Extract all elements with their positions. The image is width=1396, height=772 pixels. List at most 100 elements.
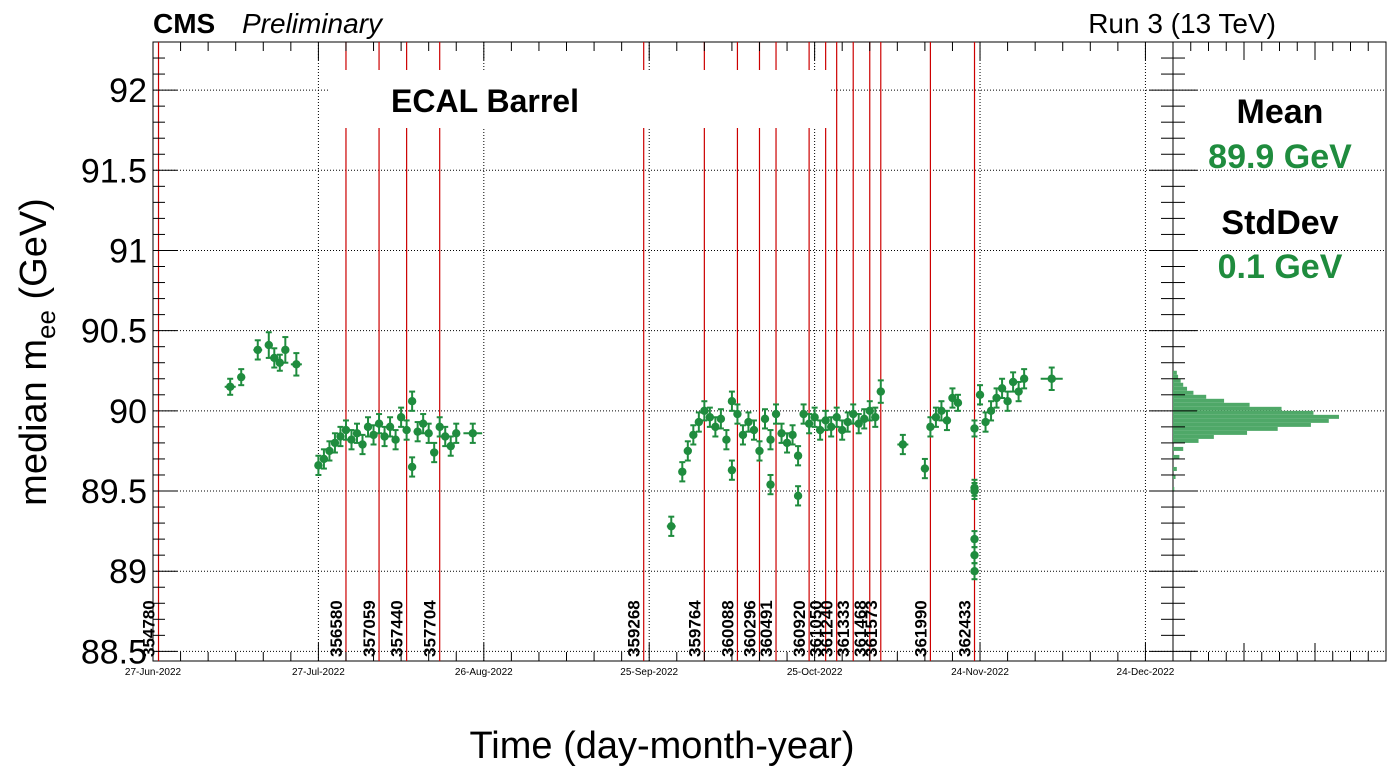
data-marker [766, 480, 775, 489]
data-marker [766, 435, 775, 444]
data-point [931, 406, 941, 428]
data-marker [727, 397, 737, 406]
data-marker [292, 360, 301, 369]
run-label-360491: 360491 [757, 600, 776, 657]
data-marker [970, 534, 979, 544]
data-marker [744, 417, 753, 427]
data-point [738, 424, 748, 446]
data-point [407, 390, 417, 412]
data-marker [694, 417, 704, 427]
data-marker [441, 432, 450, 441]
y-tick-label: 90.5 [81, 313, 147, 351]
data-point [683, 440, 693, 462]
data-marker [452, 429, 461, 438]
histogram-bar [1173, 378, 1181, 383]
data-marker [347, 435, 356, 444]
data-point [766, 429, 775, 451]
data-marker [865, 406, 874, 416]
data-marker [815, 425, 825, 435]
data-point [352, 422, 362, 444]
data-point [374, 413, 384, 435]
data-marker [678, 467, 687, 476]
data-point [385, 416, 395, 438]
run-label-361050: 361050 [807, 600, 826, 657]
data-marker [760, 414, 770, 424]
data-marker [264, 340, 273, 350]
data-point [970, 530, 979, 549]
data-point [788, 424, 797, 446]
data-point [452, 422, 461, 444]
x-tick-label: 25-Sep-2022 [620, 667, 678, 678]
x-tick-label: 27-Jul-2022 [292, 667, 345, 678]
data-marker [689, 430, 698, 440]
data-point [314, 454, 323, 476]
data-marker [722, 435, 731, 444]
data-marker [1003, 397, 1012, 406]
data-point [319, 448, 329, 470]
data-point [441, 425, 450, 448]
data-point [363, 416, 373, 438]
data-marker [319, 454, 329, 464]
x-axis-title: Time (day-month-year) [469, 725, 854, 767]
data-point [224, 377, 236, 396]
data-point [782, 432, 792, 454]
data-point [760, 408, 770, 430]
data-marker [749, 425, 759, 435]
data-point [733, 403, 742, 425]
data-point [804, 413, 814, 435]
histogram-bar [1173, 446, 1184, 451]
data-point [336, 425, 345, 448]
data-marker [948, 393, 957, 403]
data-marker [468, 429, 477, 438]
histogram-bar [1173, 386, 1188, 391]
data-marker [716, 414, 726, 424]
data-point [992, 387, 1001, 409]
data-point [330, 432, 340, 454]
main-plot-frame [152, 41, 1174, 662]
data-marker [738, 430, 748, 440]
data-point [435, 416, 444, 438]
data-marker [777, 429, 786, 438]
data-marker [429, 448, 439, 457]
grid-lines [152, 42, 1173, 661]
data-marker [369, 430, 378, 440]
data-marker [876, 387, 885, 396]
histogram-bar [1173, 402, 1250, 407]
data-marker [970, 424, 979, 433]
data-marker [931, 413, 941, 422]
data-point [970, 419, 979, 438]
data-point [876, 379, 885, 404]
data-marker [358, 440, 367, 449]
y-tick-label: 90 [109, 393, 147, 431]
x-axis: 27-Jun-2022 27-Jul-2022 26-Aug-2022 25-Sep-… [125, 42, 1175, 678]
data-marker [396, 413, 406, 422]
data-point [700, 400, 709, 422]
data-marker [782, 438, 792, 448]
histogram-bar [1173, 374, 1179, 379]
data-point [793, 445, 803, 467]
experiment-label: CMS [153, 8, 215, 39]
ecal-label-box [330, 70, 830, 128]
data-point [705, 406, 715, 428]
data-marker [700, 406, 709, 416]
data-point [981, 411, 990, 433]
histogram-bar [1173, 474, 1176, 479]
data-marker [667, 522, 676, 531]
data-marker [352, 429, 362, 438]
data-point [711, 416, 720, 438]
data-marker [837, 425, 847, 435]
data-marker [281, 345, 290, 355]
data-point [860, 408, 869, 430]
data-point [424, 422, 433, 444]
histogram-grid [1173, 89, 1386, 652]
data-point [347, 429, 356, 451]
data-marker [854, 419, 863, 428]
y-axis-title-subscript: ee [31, 310, 61, 339]
run-label-360296: 360296 [740, 600, 759, 657]
data-point [953, 393, 963, 412]
data-marker [970, 486, 979, 496]
data-marker [843, 417, 852, 427]
data-marker [1014, 387, 1023, 396]
data-marker [871, 413, 880, 422]
histogram-frame [1172, 41, 1387, 662]
